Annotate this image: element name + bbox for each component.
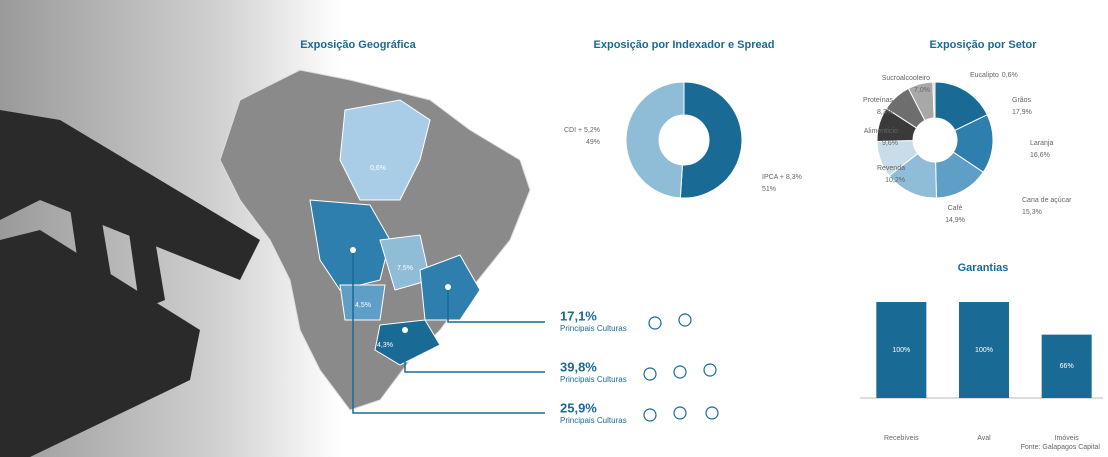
crop-icons [644,314,718,421]
slice-label: Revenda [877,165,905,172]
slice-label: Cana de açúcar [1022,197,1072,204]
source: Fonte: Galapagos Capital [1021,444,1101,451]
slice-label: Café [948,205,963,212]
slice-value: 0,6% [1002,72,1018,79]
chart-title: Exposição por Setor [930,39,1038,51]
slice-label: Sucroalcooleiro [882,75,930,82]
region-label: 0,6% [370,165,386,172]
slice-value: 16,6% [1030,152,1050,159]
slice-value: 14,9% [945,217,965,224]
map-title: Exposição Geográfica [300,39,416,51]
callout-label: Principais Culturas [560,324,627,333]
slice-label: IPCA + 8,3% [762,174,802,181]
donut-slice [680,82,742,198]
region-label: 4,5% [355,302,371,309]
x-tick-label: Recebíveis [884,435,919,442]
slice-value: 8,3% [877,109,893,116]
x-tick-label: Aval [977,435,991,442]
region-label: 4,3% [377,342,393,349]
slice-value: 15,3% [1022,209,1042,216]
callout-value: 39,8% [560,359,597,374]
slice-label: Alimentício [864,128,898,135]
chart-title: Garantias [958,262,1009,274]
slice-label: CDI + 5,2% [564,127,600,134]
region-label: 7,5% [397,265,413,272]
slice-label: Eucalipto [970,72,999,79]
callout-label: Principais Culturas [560,375,627,384]
slice-value: 7,0% [914,87,930,94]
bar-value-label: 66% [1060,363,1074,370]
donut-slice [626,82,684,198]
slice-label: Laranja [1030,140,1053,147]
slice-label: Grãos [1012,97,1032,104]
slice-value: 10,2% [885,177,905,184]
callout-value: 25,9% [560,400,597,415]
slice-value: 51% [762,186,776,193]
x-tick-label: Imóveis [1055,435,1080,442]
bar-value-label: 100% [892,347,910,354]
slice-value: 17,9% [1012,109,1032,116]
slice-value: 49% [586,139,600,146]
slice-label: Proteínas [863,97,893,104]
chart-title: Exposição por Indexador e Spread [594,39,775,51]
infographic: Exposição Geográfica 0,6% 7,5% 4,5% 4,3%… [0,0,1108,457]
callout-label: Principais Culturas [560,416,627,425]
slice-value: 9,6% [882,140,898,147]
bar-value-label: 100% [975,347,993,354]
callout-value: 17,1% [560,308,597,323]
